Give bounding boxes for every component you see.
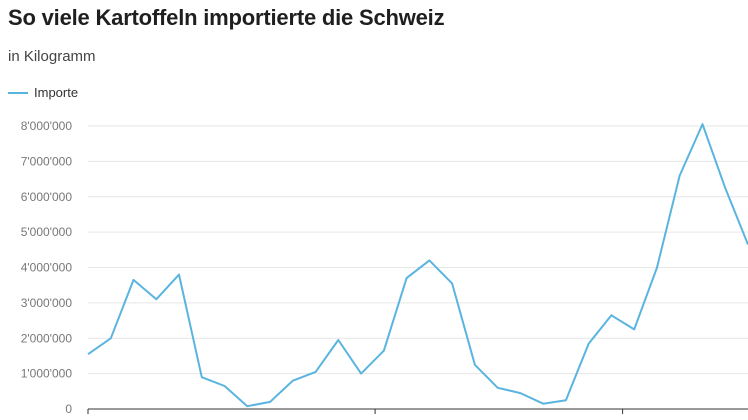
gridlines: [88, 125, 748, 375]
data-point[interactable]: [86, 352, 90, 356]
data-point[interactable]: [450, 281, 454, 285]
data-point[interactable]: [564, 398, 568, 402]
y-tick-label: 0: [65, 402, 72, 416]
y-axis-labels: 0 1'000'000 2'000'000 3'000'000 4'000'000 5'0…: [21, 119, 73, 416]
data-point[interactable]: [359, 372, 363, 376]
data-point[interactable]: [109, 336, 113, 340]
data-point[interactable]: [700, 122, 704, 126]
series-line-importe[interactable]: [87, 123, 748, 408]
data-point[interactable]: [223, 384, 227, 388]
y-tick-label: 4'000'000: [21, 261, 73, 275]
data-point[interactable]: [405, 276, 409, 280]
data-point[interactable]: [245, 404, 249, 408]
y-tick-label: 2'000'000: [21, 331, 73, 345]
legend[interactable]: Importe: [8, 85, 78, 100]
data-point[interactable]: [496, 386, 500, 390]
legend-swatch: [8, 91, 28, 94]
y-tick-label: 8'000'000: [21, 119, 73, 133]
chart-subtitle: in Kilogramm: [8, 48, 96, 65]
x-axis-ticks: [87, 409, 624, 414]
data-point[interactable]: [200, 375, 204, 379]
data-point[interactable]: [541, 402, 545, 406]
data-point[interactable]: [132, 278, 136, 282]
data-point[interactable]: [268, 400, 272, 404]
data-point[interactable]: [587, 342, 591, 346]
data-point[interactable]: [177, 273, 181, 277]
y-tick-label: 6'000'000: [21, 190, 73, 204]
data-point[interactable]: [154, 297, 158, 301]
data-point[interactable]: [609, 313, 613, 317]
data-point[interactable]: [382, 349, 386, 353]
legend-label: Importe: [34, 85, 79, 100]
chart-title: So viele Kartoffeln importierte die Schw…: [8, 5, 445, 30]
y-tick-label: 3'000'000: [21, 296, 73, 310]
data-points: [86, 122, 748, 408]
y-tick-label: 7'000'000: [21, 154, 73, 168]
data-point[interactable]: [336, 338, 340, 342]
data-point[interactable]: [427, 258, 431, 262]
data-point[interactable]: [473, 363, 477, 367]
y-tick-label: 5'000'000: [21, 225, 73, 239]
y-tick-label: 1'000'000: [21, 367, 73, 381]
data-point[interactable]: [518, 391, 522, 395]
data-point[interactable]: [655, 266, 659, 270]
data-point[interactable]: [678, 174, 682, 178]
data-point[interactable]: [723, 186, 727, 190]
data-point[interactable]: [314, 370, 318, 374]
data-point[interactable]: [291, 379, 295, 383]
data-point[interactable]: [632, 327, 636, 331]
